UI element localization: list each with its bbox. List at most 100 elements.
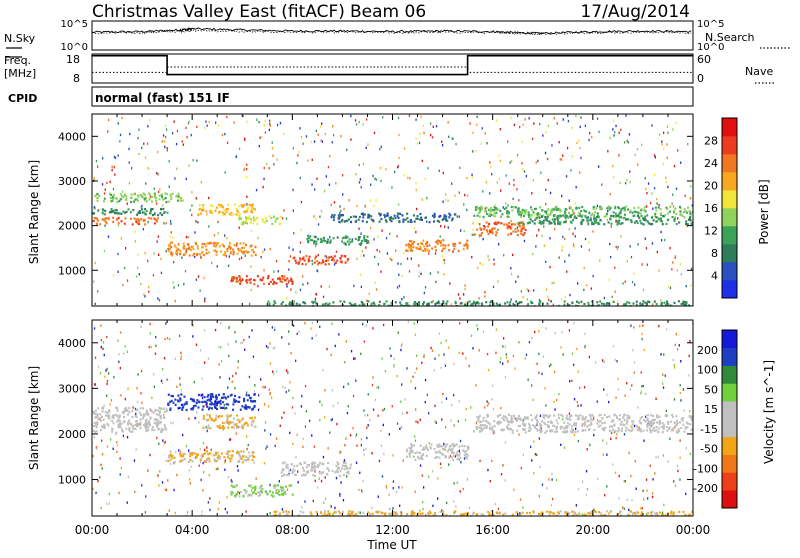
- echo-cell: [550, 420, 552, 422]
- scatter-cell: [92, 488, 93, 490]
- scatter-cell: [502, 464, 503, 466]
- echo-cell: [439, 452, 441, 454]
- scatter-cell: [340, 210, 341, 212]
- echo-cell: [223, 456, 225, 458]
- scatter-cell: [646, 205, 647, 207]
- echo-cell: [240, 280, 242, 282]
- scatter-cell: [273, 347, 274, 349]
- scatter-cell: [487, 353, 488, 355]
- echo-cell: [647, 512, 649, 514]
- echo-cell: [539, 217, 541, 219]
- echo-cell: [656, 220, 658, 222]
- scatter-cell: [381, 357, 382, 359]
- scatter-cell: [432, 349, 433, 351]
- echo-cell: [495, 234, 497, 236]
- scatter-cell: [167, 479, 168, 481]
- scatter-cell: [639, 427, 640, 429]
- echo-cell: [233, 400, 235, 402]
- scatter-cell: [264, 429, 265, 431]
- echo-cell: [564, 300, 566, 302]
- echo-cell: [132, 416, 134, 418]
- scatter-cell: [391, 259, 392, 261]
- echo-cell: [218, 455, 220, 457]
- scatter-cell: [207, 430, 208, 432]
- scatter-cell: [469, 122, 470, 124]
- scatter-cell: [620, 129, 621, 131]
- scatter-cell: [569, 380, 570, 382]
- echo-cell: [554, 218, 556, 220]
- echo-cell: [660, 208, 662, 210]
- scatter-cell: [315, 480, 316, 482]
- echo-cell: [571, 302, 573, 304]
- echo-cell: [272, 283, 274, 285]
- echo-cell: [336, 260, 338, 262]
- echo-cell: [314, 262, 316, 264]
- echo-cell: [279, 223, 281, 225]
- scatter-cell: [162, 439, 163, 441]
- echo-cell: [125, 217, 127, 219]
- echo-cell: [184, 453, 186, 455]
- scatter-cell: [546, 131, 547, 133]
- echo-cell: [479, 234, 481, 236]
- scatter-cell: [373, 205, 374, 207]
- scatter-cell: [312, 263, 313, 265]
- scatter-cell: [564, 260, 565, 262]
- echo-cell: [323, 239, 325, 241]
- scatter-cell: [316, 334, 317, 336]
- scatter-cell: [319, 326, 320, 328]
- echo-cell: [580, 210, 582, 212]
- echo-cell: [138, 219, 140, 221]
- echo-cell: [249, 397, 251, 399]
- scatter-cell: [591, 287, 592, 289]
- echo-cell: [576, 301, 578, 303]
- scatter-cell: [586, 284, 587, 286]
- scatter-cell: [140, 283, 141, 285]
- echo-cell: [242, 427, 244, 429]
- echo-cell: [539, 206, 541, 208]
- echo-cell: [385, 219, 387, 221]
- scatter-cell: [211, 262, 212, 264]
- echo-cell: [159, 195, 161, 197]
- echo-cell: [139, 194, 141, 196]
- echo-cell: [573, 424, 575, 426]
- echo-cell: [500, 429, 502, 431]
- echo-cell: [606, 302, 608, 304]
- scatter-cell: [233, 121, 234, 123]
- scatter-cell: [129, 133, 130, 135]
- scatter-cell: [597, 118, 598, 120]
- echo-cell: [234, 395, 236, 397]
- scatter-cell: [180, 352, 181, 354]
- scatter-cell: [663, 386, 664, 388]
- echo-cell: [254, 417, 256, 419]
- scatter-cell: [304, 322, 305, 324]
- echo-cell: [261, 491, 263, 493]
- echo-cell: [315, 241, 317, 243]
- scatter-cell: [369, 293, 370, 295]
- scatter-cell: [113, 376, 114, 378]
- echo-cell: [219, 401, 221, 403]
- echo-cell: [643, 430, 645, 432]
- scatter-cell: [196, 160, 197, 162]
- scatter-cell: [579, 147, 580, 149]
- echo-cell: [316, 260, 318, 262]
- scatter-cell: [331, 323, 332, 325]
- scatter-cell: [360, 274, 361, 276]
- scatter-cell: [133, 406, 134, 408]
- echo-cell: [202, 243, 204, 245]
- scatter-cell: [165, 136, 166, 138]
- scatter-cell: [186, 136, 187, 138]
- echo-cell: [206, 252, 208, 254]
- echo-cell: [104, 213, 106, 215]
- echo-cell: [267, 301, 269, 303]
- scatter-cell: [486, 142, 487, 144]
- scatter-cell: [325, 476, 326, 478]
- echo-cell: [216, 207, 218, 209]
- scatter-cell: [244, 169, 245, 171]
- scatter-cell: [380, 430, 381, 432]
- scatter-cell: [104, 404, 105, 406]
- echo-cell: [282, 462, 284, 464]
- echo-cell: [460, 302, 462, 304]
- echo-cell: [118, 217, 120, 219]
- echo-cell: [571, 425, 573, 427]
- scatter-cell: [104, 376, 105, 378]
